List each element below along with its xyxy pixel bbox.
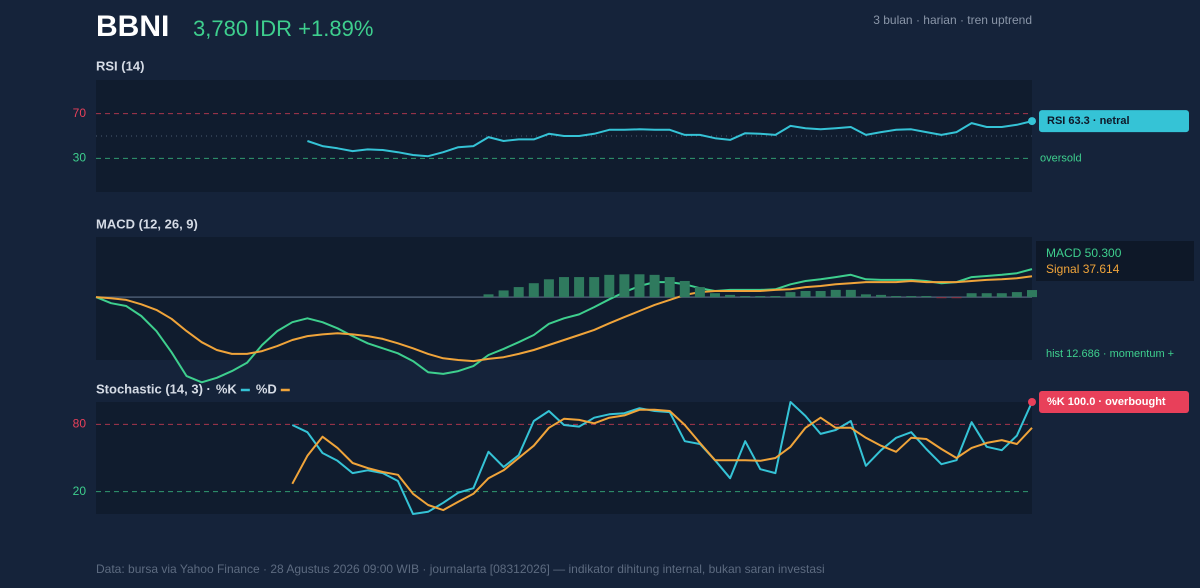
subtitle: 3 bulan · harian · tren uptrend [873, 13, 1032, 27]
histogram-bar [649, 274, 660, 298]
legend-entry: %D [256, 381, 277, 396]
histogram-bar [694, 287, 705, 298]
histogram-bar [559, 277, 569, 298]
series-line [291, 401, 1033, 515]
histogram-bar [906, 295, 917, 298]
histogram-bar [619, 274, 630, 298]
legend-box [1036, 241, 1194, 281]
legend-entry: Signal 37.614 [1046, 262, 1120, 276]
series-line [307, 120, 1033, 158]
histogram-bar [845, 289, 856, 298]
histogram-bar [709, 293, 720, 298]
histogram-label: hist 12.686 · momentum + [1046, 348, 1174, 360]
histogram-bar [951, 297, 962, 299]
y-tick-label: 30 [73, 151, 87, 165]
zone-label: oversold [1040, 152, 1082, 164]
series-line [291, 408, 1033, 512]
callout-text: %K 100.0 · overbought [1047, 396, 1166, 408]
histogram-bar [498, 290, 509, 298]
histogram-bar [860, 294, 871, 298]
histogram-bar [574, 277, 585, 298]
series-line [95, 275, 1033, 363]
callout-pill [1039, 391, 1189, 413]
histogram-bar [513, 287, 524, 298]
histogram-bar [755, 295, 766, 298]
price: 3,780 IDR +1.89% [193, 16, 373, 41]
histogram-bar [921, 295, 932, 298]
histogram-bar [664, 277, 675, 298]
panel [96, 402, 1032, 514]
legend-entry: %K [216, 381, 238, 396]
histogram-bar [876, 294, 887, 298]
histogram-bar [679, 280, 690, 298]
legend-entry: MACD 50.300 [1046, 246, 1122, 260]
histogram-bar [936, 297, 947, 299]
panel-title: RSI (14) [96, 58, 144, 73]
histogram-bar [528, 283, 539, 298]
panel-title: MACD (12, 26, 9) [96, 216, 198, 231]
callout-text: RSI 63.3 · netral [1047, 115, 1130, 127]
histogram-bar [785, 292, 796, 298]
panel-title: Stochastic (14, 3) · [96, 381, 211, 396]
histogram-bar [800, 290, 811, 298]
histogram-bar [589, 277, 600, 298]
histogram-bar [830, 289, 841, 298]
histogram-bar [770, 295, 781, 298]
histogram-bar [996, 293, 1007, 298]
histogram-bar [604, 274, 615, 298]
histogram-bar [543, 279, 554, 298]
histogram-bar [981, 293, 992, 298]
ticker: BBNI [96, 10, 169, 43]
series-line [95, 268, 1033, 384]
histogram-bar [1027, 290, 1037, 298]
end-marker [1028, 398, 1036, 406]
histogram-bar [966, 293, 977, 298]
histogram-bar [483, 294, 494, 298]
histogram-bar [634, 274, 645, 298]
histogram-bar [1011, 292, 1022, 298]
histogram-bar [815, 290, 826, 298]
y-tick-label: 70 [73, 106, 87, 120]
callout-pill [1039, 110, 1189, 133]
histogram-bar [891, 295, 902, 298]
y-tick-label: 80 [73, 417, 87, 431]
y-tick-label: 20 [73, 484, 87, 498]
panel [96, 237, 1032, 360]
histogram-bar [740, 295, 751, 298]
histogram-bar [725, 294, 736, 298]
footer: Data: bursa via Yahoo Finance · 28 Agust… [96, 562, 825, 576]
end-marker [1028, 117, 1036, 126]
